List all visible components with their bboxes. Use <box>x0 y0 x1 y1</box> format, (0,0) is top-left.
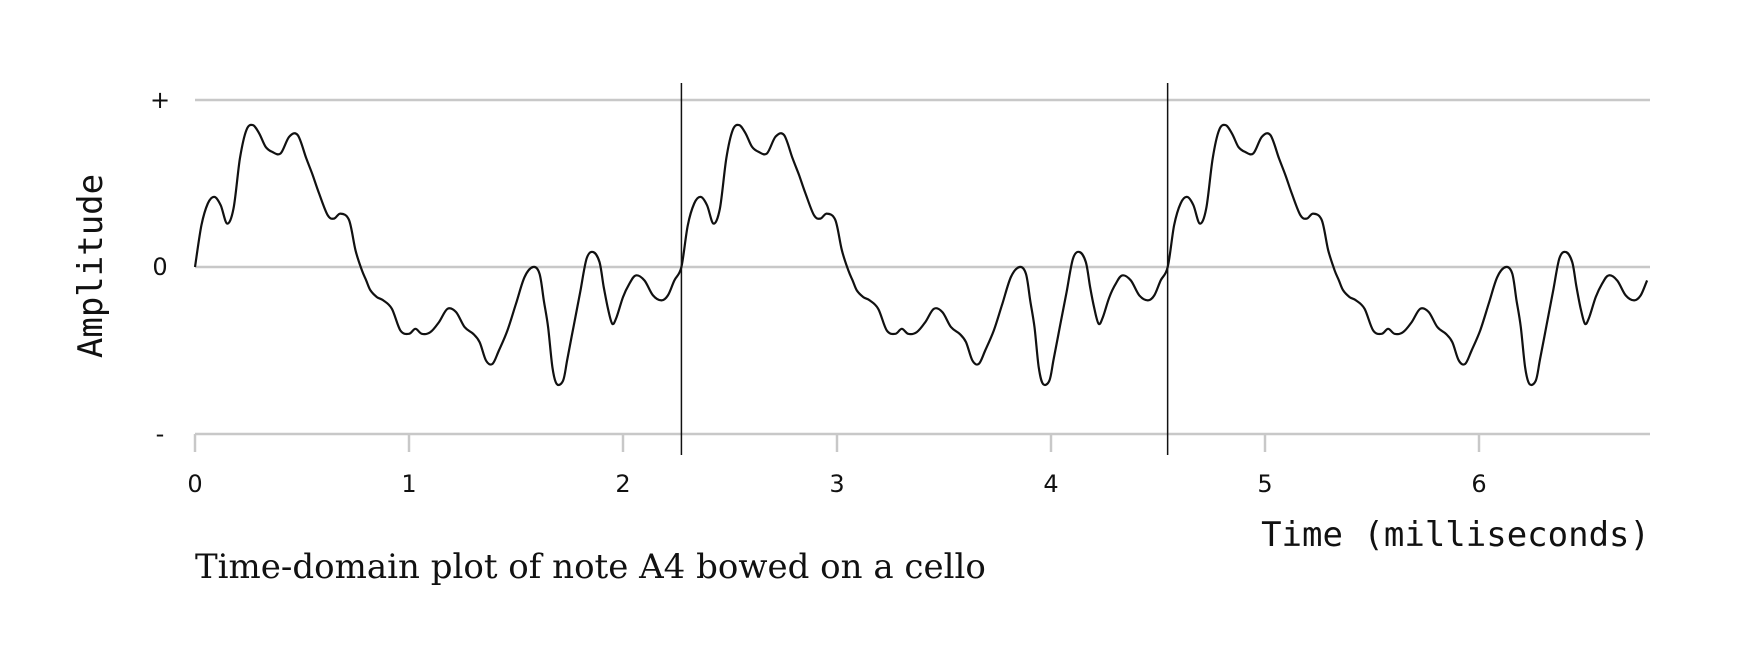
x-tick-label: 2 <box>615 470 630 498</box>
x-axis: 0 1 2 3 4 5 6 <box>187 434 1487 498</box>
x-tick-label: 4 <box>1043 470 1058 498</box>
y-tick-label: - <box>156 420 165 448</box>
x-axis-label: Time (milliseconds) <box>1261 515 1650 555</box>
x-tick-label: 6 <box>1471 470 1486 498</box>
y-tick-label: + <box>150 86 170 114</box>
period-markers <box>680 83 1169 455</box>
x-tick-label: 5 <box>1257 470 1272 498</box>
x-tick-label: 0 <box>187 470 202 498</box>
y-axis: +0 - <box>150 86 170 448</box>
waveform <box>193 123 1649 387</box>
grid-lines <box>195 98 1650 436</box>
waveform-line <box>193 123 1649 387</box>
chart-caption: Time-domain plot of note A4 bowed on a c… <box>195 547 986 587</box>
x-tick-label: 3 <box>829 470 844 498</box>
y-axis-label: Amplitude <box>71 174 111 358</box>
x-tick-label: 1 <box>401 470 416 498</box>
y-tick-label: 0 <box>152 253 167 281</box>
